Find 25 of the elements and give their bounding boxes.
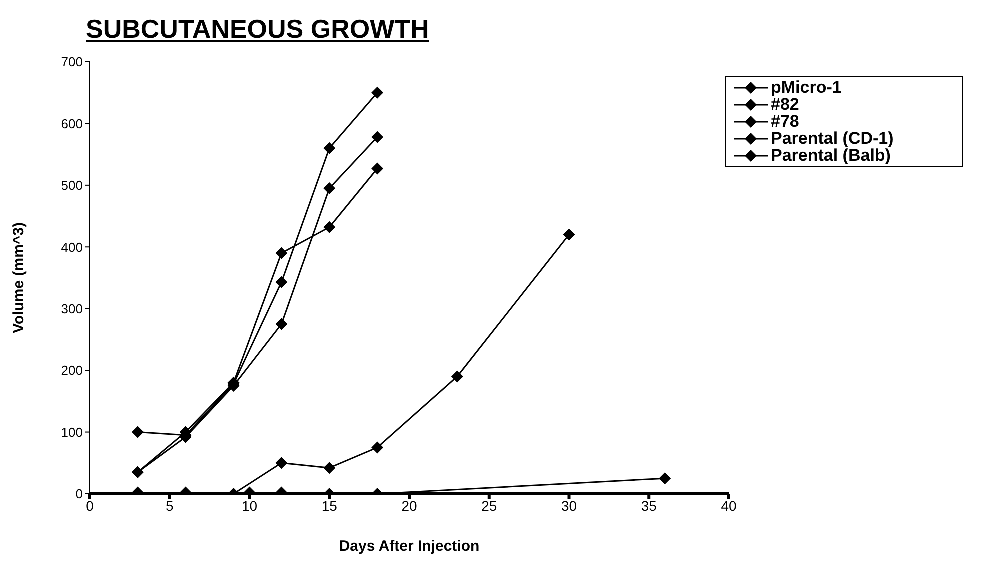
legend-label: #82 <box>771 95 800 114</box>
y-tick-label: 400 <box>61 240 83 255</box>
x-axis-title: Days After Injection <box>339 538 480 555</box>
x-tick-label: 20 <box>402 498 418 514</box>
x-tick-label: 10 <box>242 498 258 514</box>
y-tick-label: 600 <box>61 116 83 132</box>
legend-label: pMicro-1 <box>771 78 842 97</box>
legend-label: #78 <box>771 112 800 131</box>
y-tick-label: 500 <box>61 178 83 194</box>
x-tick-label: 40 <box>721 498 737 514</box>
legend-label: Parental (CD-1) <box>771 129 894 148</box>
x-tick-label: 5 <box>166 498 174 514</box>
x-tick-label: 15 <box>322 498 338 514</box>
legend-label: Parental (Balb) <box>771 146 891 165</box>
chart-title: SUBCUTANEOUS GROWTH <box>86 14 430 45</box>
y-tick-label: 200 <box>61 363 83 378</box>
y-tick-label: 0 <box>76 486 83 502</box>
y-tick-label: 300 <box>61 301 83 316</box>
y-axis-title: Volume (mm^3) <box>10 222 28 334</box>
x-tick-label: 0 <box>86 498 94 514</box>
x-tick-label: 25 <box>482 498 498 514</box>
y-tick-label: 100 <box>61 424 83 440</box>
y-tick-label: 700 <box>61 54 83 70</box>
x-tick-label: 30 <box>561 498 578 514</box>
x-tick-label: 35 <box>641 498 658 514</box>
